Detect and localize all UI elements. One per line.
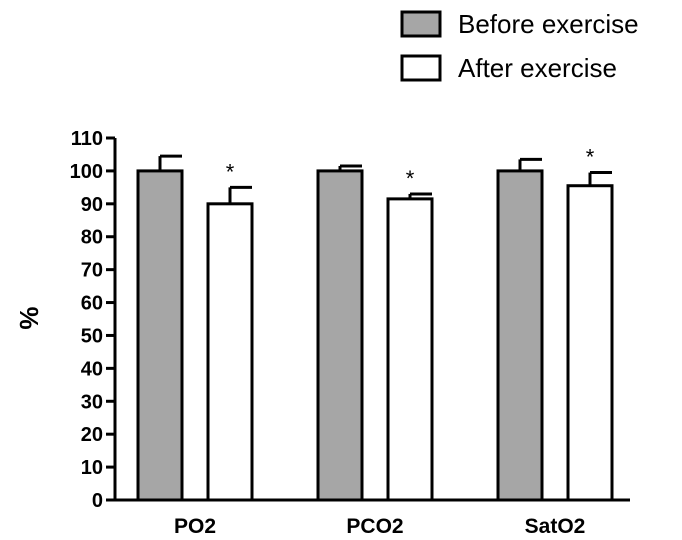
y-axis-label: %: [14, 306, 44, 329]
y-axis: 0 10 20 30 40 50 60 70 80 90 100 110: [70, 128, 117, 512]
bars: * * *: [136, 145, 614, 502]
legend-swatch: [400, 10, 442, 38]
y-tick-label: 30: [81, 391, 103, 413]
bar-group: *: [496, 145, 614, 502]
y-tick-label: 90: [81, 194, 103, 216]
x-category-label: PO2: [174, 515, 216, 538]
y-tick-label: 80: [81, 227, 103, 249]
legend: Before exercise After exercise: [400, 9, 639, 83]
y-tick-label: 10: [81, 457, 103, 479]
legend-label: Before exercise: [458, 9, 639, 39]
y-tick-label: 110: [71, 128, 103, 150]
bar: [566, 184, 614, 502]
y-tick-label: 20: [81, 424, 103, 446]
x-axis: PO2 PCO2 SatO2: [115, 498, 630, 538]
legend-label: After exercise: [458, 53, 617, 83]
y-tick-label: 0: [92, 490, 103, 512]
x-category-label: PCO2: [346, 515, 403, 538]
y-tick-label: 40: [81, 358, 103, 380]
bar: [316, 169, 364, 502]
y-tick-label: 100: [70, 161, 103, 183]
bar: [136, 169, 184, 502]
bar-group: *: [316, 164, 434, 502]
y-tick-label: 70: [81, 260, 103, 282]
bar-group: *: [136, 154, 254, 502]
significance-marker: *: [586, 145, 595, 170]
bar: [386, 197, 434, 502]
bar: [206, 202, 254, 502]
significance-marker: *: [406, 166, 415, 191]
y-tick-label: 50: [81, 325, 103, 347]
y-tick-label: 60: [81, 293, 103, 315]
bar: [496, 169, 544, 502]
significance-marker: *: [226, 159, 235, 184]
legend-swatch: [400, 54, 442, 82]
x-category-label: SatO2: [525, 515, 586, 538]
